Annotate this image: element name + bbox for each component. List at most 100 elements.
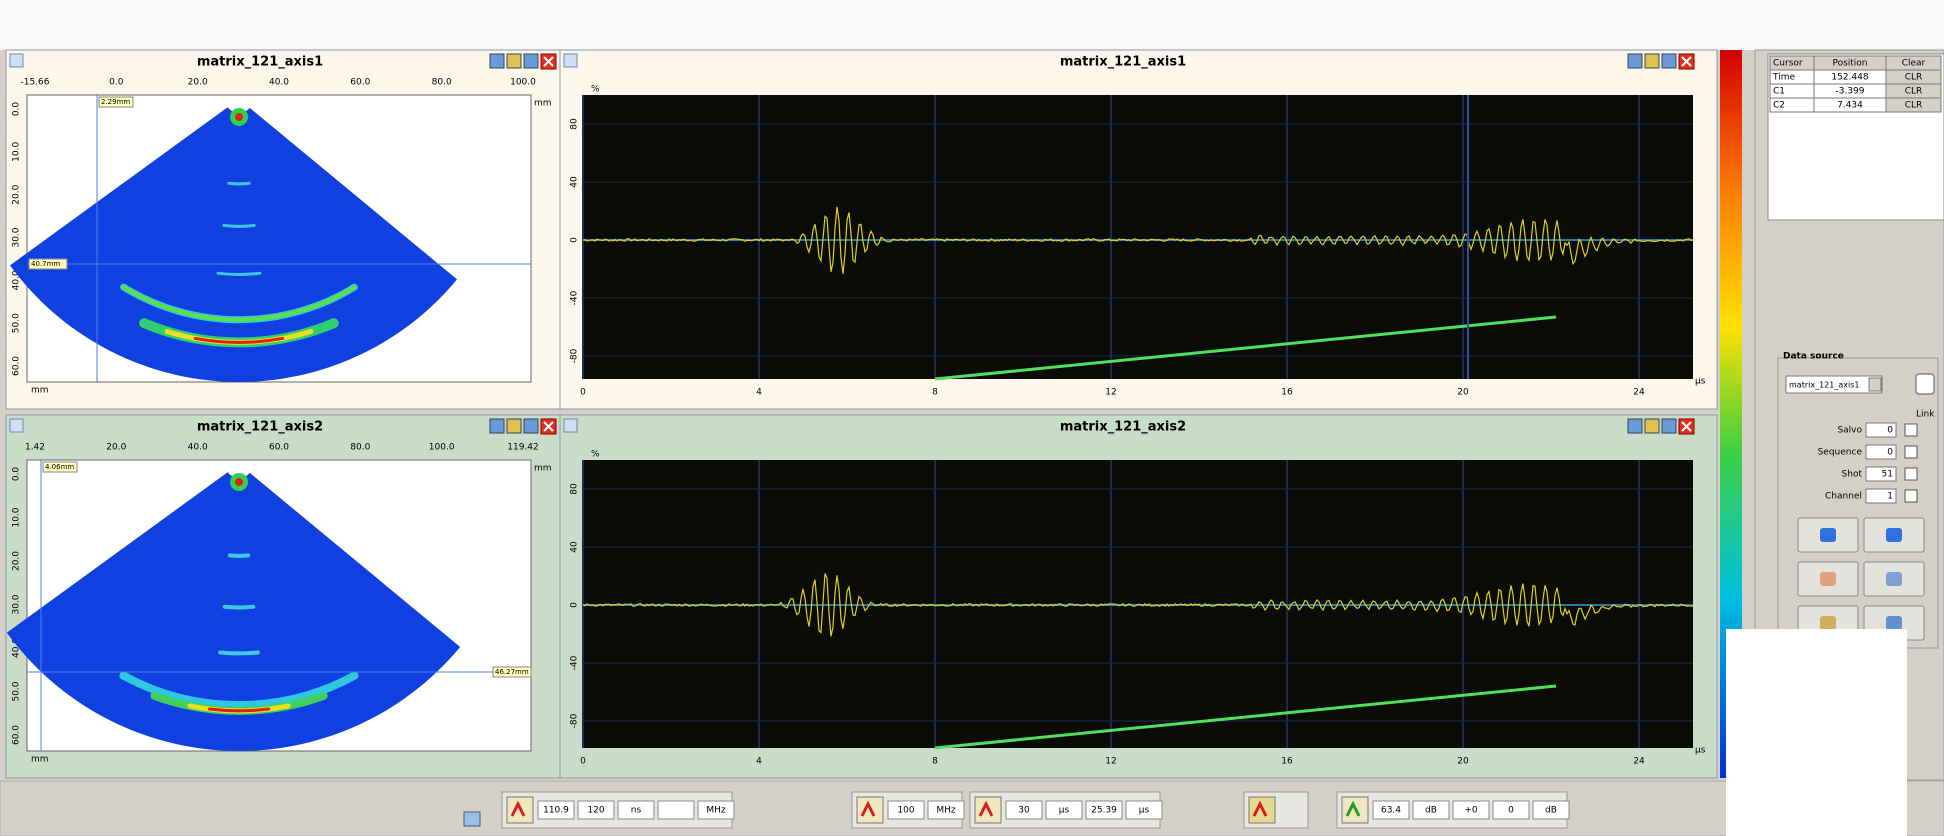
x-tick-label: 0.0 [109, 78, 124, 88]
tool-icon [1886, 572, 1902, 586]
toolbar-field-text: MHz [936, 806, 956, 816]
panel-title: matrix_121_axis2 [197, 420, 323, 435]
table-cell[interactable] [1885, 97, 1942, 113]
x-tick-label: 16 [1281, 757, 1293, 767]
panel-handle[interactable] [563, 418, 578, 433]
view-button[interactable] [523, 53, 539, 69]
select-arrow[interactable] [1868, 377, 1882, 392]
y-tick-label: 80 [570, 118, 580, 130]
x-tick-label: 40.0 [188, 443, 208, 453]
waveform [582, 206, 1694, 274]
toolbar-field[interactable] [617, 800, 655, 820]
panel-title: matrix_121_axis1 [1060, 55, 1186, 70]
y-tick-label: 40 [570, 541, 580, 553]
y-tick-label: 30.0 [12, 227, 22, 247]
panel-title: matrix_121_axis2 [1060, 420, 1186, 435]
table-header: Cursor [1773, 59, 1803, 69]
cursor-label: 2.29mm [101, 98, 130, 106]
panel-handle[interactable] [9, 53, 24, 68]
toolbar-field[interactable] [1452, 800, 1490, 820]
toolbar-field[interactable] [657, 800, 695, 820]
link-checkbox[interactable] [1904, 445, 1918, 459]
panel-handle[interactable] [563, 53, 578, 68]
panel-handle[interactable] [9, 418, 24, 433]
toolbar-field[interactable] [1045, 800, 1083, 820]
toolbar-field[interactable] [1005, 800, 1043, 820]
x-unit: µs [1695, 746, 1706, 756]
field-input[interactable] [1865, 488, 1897, 504]
toolbar-button[interactable] [506, 796, 534, 824]
view-button[interactable] [506, 53, 522, 69]
toolbar-icon[interactable] [463, 811, 481, 827]
cursor-label: 46.27mm [495, 668, 529, 676]
toolbar-glyph [860, 800, 876, 817]
link-toggle[interactable] [1915, 373, 1935, 395]
view-button[interactable] [1661, 418, 1677, 434]
view-button[interactable] [1644, 53, 1660, 69]
waveform [582, 573, 1693, 637]
toolbar-field-text: ns [631, 806, 642, 816]
toolbar-field-text: +0 [1464, 806, 1478, 816]
toolbar-glyph [1252, 800, 1268, 817]
view-button[interactable] [1627, 418, 1643, 434]
echo-band [227, 181, 251, 186]
y-tick-label: 40.0 [12, 270, 22, 290]
toolbar-field[interactable] [927, 800, 965, 820]
echo-band [193, 336, 285, 344]
toolbar-glyph [978, 800, 994, 817]
toolbar-field[interactable] [1085, 800, 1123, 820]
toolbar-field-text: µs [1059, 806, 1070, 816]
link-checkbox[interactable] [1904, 423, 1918, 437]
echo-top-core [235, 478, 243, 486]
toolbar-field[interactable] [1532, 800, 1570, 820]
view-button[interactable] [1627, 53, 1643, 69]
view-button[interactable] [506, 418, 522, 434]
source-select[interactable] [1785, 375, 1883, 394]
toolbar-field[interactable] [887, 800, 925, 820]
y-tick-label: 0 [570, 602, 580, 608]
field-input[interactable] [1865, 444, 1897, 460]
y-unit: % [591, 450, 600, 460]
field-value: 51 [1882, 470, 1893, 480]
cursor-label: 40.7mm [31, 260, 60, 268]
x-tick-label: 0 [580, 757, 586, 767]
toolbar-field-text: µs [1139, 806, 1150, 816]
field-input[interactable] [1865, 466, 1897, 482]
table-cell-text: -3.399 [1835, 87, 1864, 97]
y-tick-label: 30.0 [12, 594, 22, 614]
toolbar-field[interactable] [1412, 800, 1450, 820]
unit-label: mm [534, 99, 552, 109]
x-tick-label: 20.0 [188, 78, 208, 88]
view-button[interactable] [1644, 418, 1660, 434]
y-tick-label: 50.0 [12, 681, 22, 701]
toolbar-field[interactable] [577, 800, 615, 820]
field-label: Sequence [1818, 448, 1863, 458]
close-icon [543, 56, 554, 67]
field-label: Salvo [1837, 426, 1862, 436]
toolbar-field[interactable] [537, 800, 575, 820]
view-button[interactable] [523, 418, 539, 434]
view-button[interactable] [489, 418, 505, 434]
x-tick-label: 24 [1633, 388, 1645, 398]
unit-label: mm [534, 464, 552, 474]
gate-ramp [934, 315, 1557, 381]
field-input[interactable] [1865, 422, 1897, 438]
link-checkbox[interactable] [1904, 467, 1918, 481]
x-tick-label: 8 [932, 388, 938, 398]
x-tick-label: 60.0 [350, 78, 370, 88]
toolbar-field[interactable] [1125, 800, 1163, 820]
echo-band [121, 285, 357, 322]
y-tick-label: -80 [570, 713, 580, 728]
overlay-box [1726, 629, 1907, 836]
link-checkbox[interactable] [1904, 489, 1918, 503]
tool-icon [1820, 616, 1836, 630]
toolbar-field[interactable] [1492, 800, 1530, 820]
toolbar-field[interactable] [1372, 800, 1410, 820]
view-button[interactable] [1661, 53, 1677, 69]
top-bar [0, 0, 1944, 50]
toolbar-field[interactable] [697, 800, 735, 820]
view-button[interactable] [489, 53, 505, 69]
plot-area [583, 95, 1693, 379]
x-tick-label: 12 [1105, 757, 1116, 767]
